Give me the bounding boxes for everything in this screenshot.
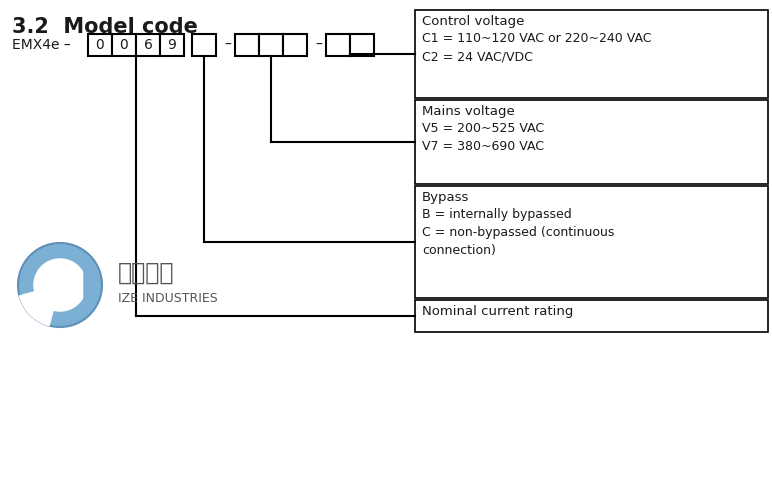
Circle shape [18,243,102,327]
Text: V5 = 200~525 VAC: V5 = 200~525 VAC [422,122,544,135]
Bar [259,34,283,56]
Text: Control voltage: Control voltage [422,15,524,28]
Bar [415,100,768,184]
Bar [415,186,768,298]
Bar [160,34,184,56]
Text: C1 = 110~120 VAC or 220~240 VAC: C1 = 110~120 VAC or 220~240 VAC [422,32,652,45]
Text: IZE INDUSTRIES: IZE INDUSTRIES [118,292,218,305]
Bar [415,10,768,98]
Bar [192,34,216,56]
Text: –: – [224,38,231,52]
Text: 0: 0 [96,38,104,52]
Text: Bypass: Bypass [422,191,469,204]
Bar [235,34,259,56]
Text: EMX4e –: EMX4e – [12,38,71,52]
Text: B = internally bypassed: B = internally bypassed [422,208,572,221]
Text: 6: 6 [144,38,152,52]
Text: C2 = 24 VAC/VDC: C2 = 24 VAC/VDC [422,50,533,63]
Bar [283,34,307,56]
Bar [112,34,136,56]
Text: 3.2  Model code: 3.2 Model code [12,17,198,37]
Text: Mains voltage: Mains voltage [422,105,515,118]
Text: C = non-bypassed (continuous: C = non-bypassed (continuous [422,226,615,239]
Text: connection): connection) [422,244,496,257]
Text: 0: 0 [120,38,128,52]
Bar [88,34,112,56]
Polygon shape [19,285,60,325]
Bar [415,300,768,332]
Text: 9: 9 [168,38,177,52]
Polygon shape [34,259,83,311]
Text: 爱泽工业: 爱泽工业 [118,261,174,285]
Text: Nominal current rating: Nominal current rating [422,305,574,318]
Text: V7 = 380~690 VAC: V7 = 380~690 VAC [422,140,544,153]
Text: –: – [315,38,322,52]
Bar [350,34,374,56]
Bar [326,34,350,56]
Bar [136,34,160,56]
